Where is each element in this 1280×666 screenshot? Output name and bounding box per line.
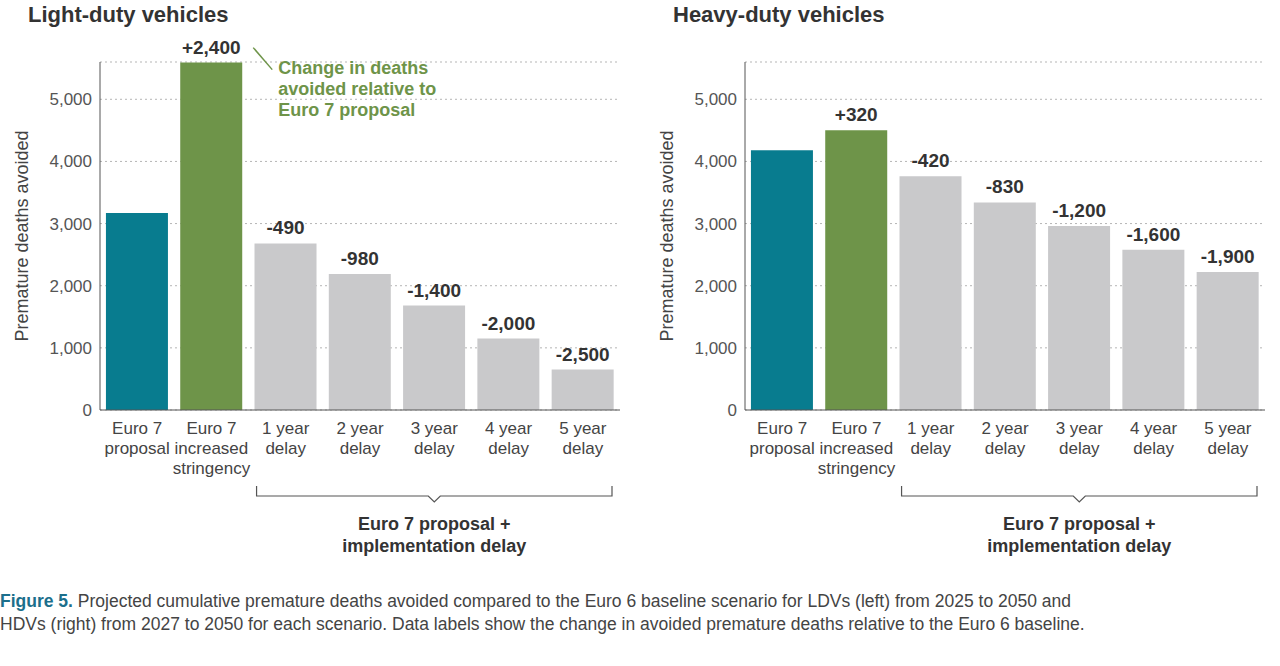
- svg-text:Euro 7proposal: Euro 7proposal: [750, 419, 815, 458]
- svg-text:4 yeardelay: 4 yeardelay: [1130, 419, 1178, 458]
- svg-text:4 yeardelay: 4 yeardelay: [485, 419, 533, 458]
- svg-text:Euro 7proposal: Euro 7proposal: [105, 419, 170, 458]
- svg-text:Change in deathsavoided relati: Change in deathsavoided relative toEuro …: [278, 58, 436, 120]
- svg-text:5,000: 5,000: [49, 90, 92, 109]
- svg-text:Euro 7increasedstringency: Euro 7increasedstringency: [173, 419, 251, 478]
- html-text:Light-duty vehicles: Light-duty vehicles: [28, 2, 229, 27]
- svg-text:+2,400: +2,400: [182, 37, 241, 58]
- svg-text:0: 0: [728, 401, 737, 420]
- svg-text:-1,600: -1,600: [1126, 224, 1180, 245]
- svg-text:Euro 7 proposal +implementatio: Euro 7 proposal +implementation delay: [987, 514, 1171, 556]
- svg-text:4,000: 4,000: [49, 152, 92, 171]
- svg-text:Euro 7increasedstringency: Euro 7increasedstringency: [818, 419, 896, 478]
- svg-text:-2,500: -2,500: [556, 344, 610, 365]
- svg-text:1 yeardelay: 1 yeardelay: [907, 419, 955, 458]
- html-text:Heavy-duty vehicles: Heavy-duty vehicles: [673, 2, 885, 27]
- svg-text:5,000: 5,000: [694, 90, 737, 109]
- svg-text:Premature deaths avoided: Premature deaths avoided: [12, 130, 32, 341]
- svg-text:-1,900: -1,900: [1201, 246, 1255, 267]
- svg-text:1,000: 1,000: [694, 339, 737, 358]
- svg-text:Premature deaths avoided: Premature deaths avoided: [657, 130, 677, 341]
- svg-text:-420: -420: [911, 150, 949, 171]
- svg-text:-830: -830: [986, 176, 1024, 197]
- html-text:Figure 5. Projected cumulative: Figure 5. Projected cumulative premature…: [0, 591, 1085, 634]
- svg-text:3 yeardelay: 3 yeardelay: [1056, 419, 1104, 458]
- svg-text:2 yeardelay: 2 yeardelay: [336, 419, 384, 458]
- svg-text:5 yeardelay: 5 yeardelay: [559, 419, 607, 458]
- svg-text:-1,200: -1,200: [1052, 200, 1106, 221]
- svg-text:-490: -490: [266, 217, 304, 238]
- svg-text:-1,400: -1,400: [407, 280, 461, 301]
- svg-text:2,000: 2,000: [49, 277, 92, 296]
- svg-text:-2,000: -2,000: [481, 313, 535, 334]
- svg-text:4,000: 4,000: [694, 152, 737, 171]
- svg-text:3 yeardelay: 3 yeardelay: [411, 419, 459, 458]
- svg-text:Euro 7 proposal +implementatio: Euro 7 proposal +implementation delay: [342, 514, 526, 556]
- svg-text:5 yeardelay: 5 yeardelay: [1204, 419, 1252, 458]
- svg-text:+320: +320: [835, 104, 878, 125]
- svg-text:1 yeardelay: 1 yeardelay: [262, 419, 310, 458]
- svg-text:0: 0: [83, 401, 92, 420]
- svg-text:2 yeardelay: 2 yeardelay: [981, 419, 1029, 458]
- svg-text:3,000: 3,000: [694, 215, 737, 234]
- svg-text:2,000: 2,000: [694, 277, 737, 296]
- svg-text:3,000: 3,000: [49, 215, 92, 234]
- svg-text:1,000: 1,000: [49, 339, 92, 358]
- svg-text:-980: -980: [341, 248, 379, 269]
